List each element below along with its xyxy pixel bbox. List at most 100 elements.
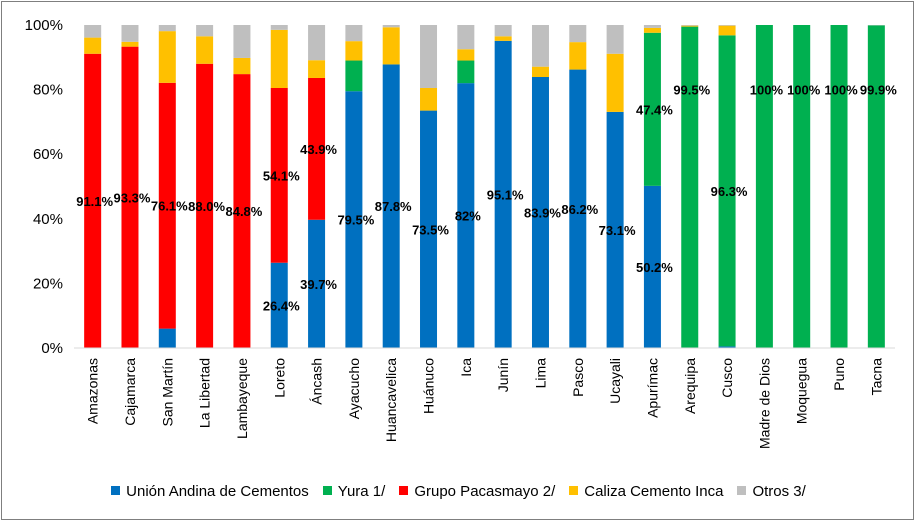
bar-pasco-otros-3 <box>569 25 587 43</box>
bar-ica-caliza-cemento-inca <box>457 49 475 61</box>
data-label-ayacucho: 79.5% <box>337 213 374 228</box>
bar-ayacucho-otros-3 <box>345 25 363 42</box>
bar-apurimac-otros-3 <box>643 25 661 28</box>
bar-ucayali-otros-3 <box>606 25 624 54</box>
data-label-la-libertad: 88.0% <box>188 199 225 214</box>
bar-san-martin-caliza-cemento-inca <box>158 31 176 83</box>
x-tick-label: Junín <box>495 358 511 392</box>
bar-ancash-union-andina-de-cementos <box>308 219 326 348</box>
bar-san-martin-grupo-pacasmayo-2 <box>158 82 176 329</box>
bar-apurimac-caliza-cemento-inca <box>643 27 661 33</box>
data-label-junin: 95.1% <box>487 187 524 202</box>
bar-lambayeque-caliza-cemento-inca <box>233 57 251 75</box>
bar-junin-union-andina-de-cementos <box>494 40 512 348</box>
bar-puno-yura-1 <box>830 25 848 348</box>
legend-label: Caliza Cemento Inca <box>584 482 724 500</box>
legend-label: Otros 3/ <box>752 482 806 500</box>
bar-ucayali-caliza-cemento-inca <box>606 53 624 112</box>
bar-lima-union-andina-de-cementos <box>531 77 549 348</box>
data-label-huanuco: 73.5% <box>412 222 449 237</box>
x-tick-label: Tacna <box>868 358 884 396</box>
bar-apurimac-union-andina-de-cementos <box>643 185 661 348</box>
bar-ancash-grupo-pacasmayo-2 <box>308 77 326 220</box>
legend-swatch <box>111 486 121 496</box>
x-tick-label: Arequipa <box>682 358 698 414</box>
data-label-cajamarca: 93.3% <box>114 190 151 205</box>
x-tick-label: Ica <box>458 358 474 377</box>
y-tick-label: 100% <box>25 17 63 34</box>
x-tick-label: Moquegua <box>794 358 810 424</box>
legend-label: Yura 1/ <box>337 482 386 500</box>
stacked-bar-chart: 0% 20% 40% 60% 80% 100% Amazonas Cajamarca San … <box>25 17 898 449</box>
x-tick-label: Madre de Dios <box>756 358 772 449</box>
x-tick-label: Cusco <box>719 358 735 398</box>
bar-huanuco-union-andina-de-cementos <box>420 110 438 348</box>
y-tick-label: 0% <box>41 340 63 357</box>
y-tick-label: 20% <box>33 275 63 292</box>
data-label-ucayali: 73.1% <box>599 223 636 238</box>
data-label-pasco: 86.2% <box>561 202 598 217</box>
bar-pasco-union-andina-de-cementos <box>569 69 587 348</box>
y-tick-label: 80% <box>33 82 63 99</box>
legend-label: Grupo Pacasmayo 2/ <box>414 482 556 500</box>
bar-lima-caliza-cemento-inca <box>531 66 549 78</box>
data-label-puno: 100% <box>824 83 858 98</box>
x-tick-label: Lambayeque <box>234 358 250 439</box>
data-label-ancash: 39.7% <box>300 277 337 292</box>
bar-huanuco-caliza-cemento-inca <box>420 87 438 111</box>
data-label-arequipa: 99.5% <box>673 83 710 98</box>
bar-arequipa-caliza-cemento-inca <box>681 25 699 27</box>
bar-junin-caliza-cemento-inca <box>494 36 512 41</box>
bar-amazonas-otros-3 <box>84 25 102 38</box>
data-label-ancash: 43.9% <box>300 142 337 157</box>
legend-swatch <box>737 486 747 496</box>
bar-junin-otros-3 <box>494 25 512 37</box>
y-tick-label: 40% <box>33 211 63 228</box>
legend-item-grupo-pacasmayo-2: Grupo Pacasmayo 2/ <box>399 483 555 500</box>
data-label-loreto: 54.1% <box>263 168 300 183</box>
bar-lambayeque-grupo-pacasmayo-2 <box>233 74 251 348</box>
bar-tacna-yura-1 <box>867 25 885 348</box>
bar-huanuco-otros-3 <box>420 25 438 88</box>
bar-cajamarca-caliza-cemento-inca <box>121 41 139 47</box>
bar-cajamarca-otros-3 <box>121 25 139 42</box>
bar-loreto-union-andina-de-cementos <box>270 262 288 348</box>
data-label-amazonas: 91.1% <box>76 194 113 209</box>
bar-cajamarca-grupo-pacasmayo-2 <box>121 46 139 348</box>
data-label-cusco: 96.3% <box>711 184 748 199</box>
bar-arequipa-otros-3 <box>681 25 699 26</box>
bar-ica-otros-3 <box>457 25 475 50</box>
bar-ica-union-andina-de-cementos <box>457 83 475 348</box>
x-tick-label: La Libertad <box>197 358 213 428</box>
bar-cusco-caliza-cemento-inca <box>718 25 736 36</box>
bar-huancavelica-caliza-cemento-inca <box>382 27 400 65</box>
bar-lambayeque-otros-3 <box>233 25 251 58</box>
legend-item-yura-1: Yura 1/ <box>322 482 386 500</box>
bar-loreto-grupo-pacasmayo-2 <box>270 87 288 263</box>
legend-label: Unión Andina de Cementos <box>126 482 309 500</box>
x-tick-label: Puno <box>831 358 847 391</box>
y-axis: 0% 20% 40% 60% 80% 100% <box>25 17 63 357</box>
data-labels: 91.1% 93.3%76.1% 88.0% 84.8% 54.1% 26.4% 43.9%… <box>76 83 897 314</box>
legend: Unión Andina de Cementos Yura 1/Grupo Pac… <box>0 482 917 500</box>
x-tick-label: Cajamarca <box>122 358 138 426</box>
legend-swatch <box>569 486 579 496</box>
bar-huancavelica-union-andina-de-cementos <box>382 64 400 348</box>
x-tick-label: Huánuco <box>421 358 437 414</box>
bar-la-libertad-caliza-cemento-inca <box>196 36 214 64</box>
bar-la-libertad-otros-3 <box>196 25 214 37</box>
bar-cusco-union-andina-de-cementos <box>718 346 736 348</box>
x-tick-label: Pasco <box>570 358 586 397</box>
bar-ucayali-union-andina-de-cementos <box>606 111 624 348</box>
y-tick-label: 60% <box>33 146 63 163</box>
data-label-ica: 82% <box>455 209 481 224</box>
data-label-moquegua: 100% <box>787 83 821 98</box>
x-tick-label: Áncash <box>309 358 325 405</box>
bar-madre-de-dios-yura-1 <box>755 25 773 348</box>
bar-ayacucho-union-andina-de-cementos <box>345 91 363 349</box>
data-label-apurimac: 50.2% <box>636 260 673 275</box>
data-label-loreto: 26.4% <box>263 298 300 313</box>
data-label-lima: 83.9% <box>524 206 561 221</box>
bar-arequipa-yura-1 <box>681 26 699 349</box>
bar-ancash-caliza-cemento-inca <box>308 60 326 78</box>
